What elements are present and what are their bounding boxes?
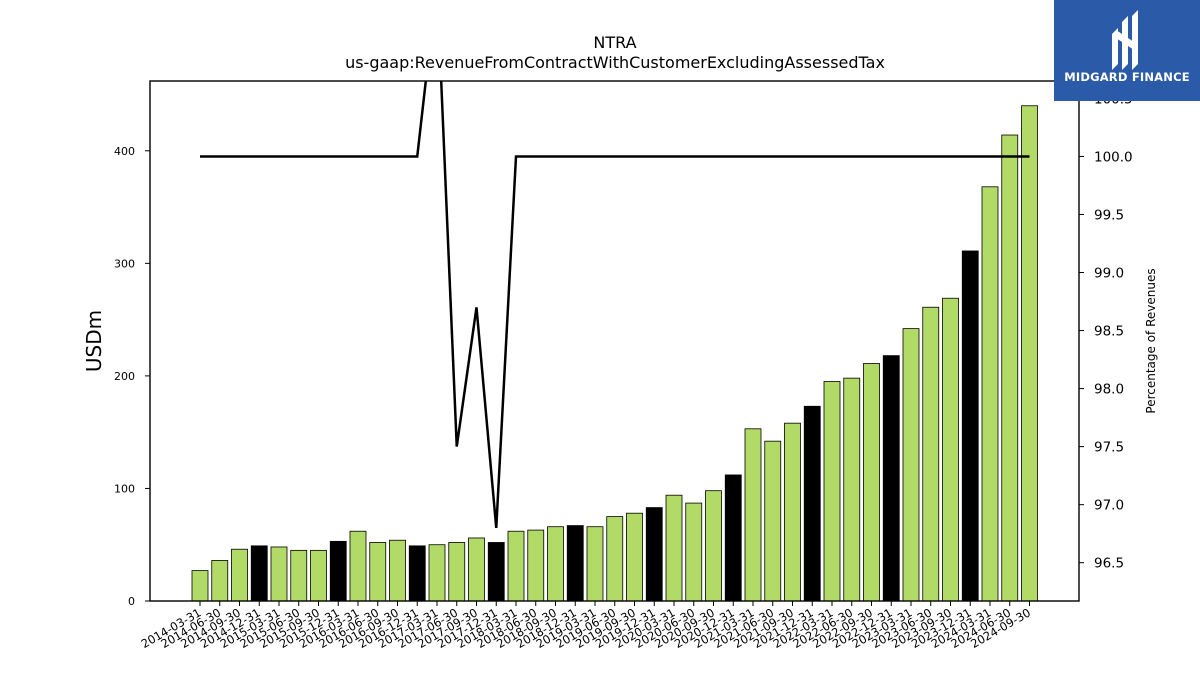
- bar-2021-09-30: [784, 422, 801, 602]
- bar-2018-09-30: [547, 526, 564, 602]
- bar-2020-12-31: [724, 474, 742, 602]
- y-tick-label: 100: [114, 482, 135, 495]
- y2-tick-label: 99.5: [1094, 207, 1124, 223]
- chart-subtitle: us-gaap:RevenueFromContractWithCustomerE…: [345, 53, 885, 72]
- bar-2016-06-30: [369, 542, 387, 602]
- bar-2015-06-30: [290, 549, 308, 602]
- bar-2020-03-31: [665, 494, 683, 602]
- bar-2016-12-31: [408, 545, 426, 602]
- bar-2014-12-31: [250, 545, 268, 602]
- bar-2022-03-31: [823, 381, 841, 602]
- bar-2021-03-31: [744, 428, 762, 602]
- bar-2018-12-31: [566, 525, 584, 602]
- line-group: [200, 81, 1030, 528]
- bar-group: [191, 105, 1038, 602]
- y-tick-label: 300: [114, 257, 135, 270]
- bar-2020-09-30: [705, 490, 722, 602]
- bar-2017-09-30: [468, 537, 485, 602]
- bar-2015-12-31: [329, 540, 347, 602]
- bar-2022-09-30: [863, 363, 880, 602]
- y2-tick-label: 98.0: [1094, 382, 1124, 398]
- bar-2016-09-30: [389, 539, 406, 602]
- midgard-logo-icon: [1112, 10, 1138, 70]
- bar-2020-06-30: [685, 502, 703, 602]
- bar-2016-03-31: [349, 530, 367, 602]
- bar-2024-06-30: [1001, 134, 1019, 602]
- bar-2022-06-30: [843, 377, 861, 602]
- bar-2024-09-30: [1021, 105, 1038, 602]
- bar-2019-09-30: [626, 512, 643, 602]
- y2-tick-label: 99.0: [1094, 266, 1124, 282]
- y2-tick-label: 98.5: [1094, 324, 1124, 340]
- bar-2021-12-31: [803, 405, 821, 602]
- bar-2015-09-30: [310, 549, 327, 602]
- bar-2023-06-30: [922, 306, 940, 602]
- bar-2023-09-30: [942, 297, 959, 602]
- bar-2024-03-31: [981, 186, 999, 602]
- y2-axis-label: Percentage of Revenues: [1144, 268, 1158, 413]
- bar-2014-06-30: [211, 560, 229, 602]
- bar-2017-12-31: [487, 542, 505, 602]
- bar-2022-12-31: [882, 355, 900, 602]
- bar-2018-03-31: [507, 530, 525, 602]
- bar-2023-12-31: [961, 250, 979, 602]
- midgard-finance-logo: MIDGARD FINANCE: [1054, 0, 1200, 101]
- bar-2021-06-30: [764, 440, 782, 602]
- bar-2017-03-31: [428, 544, 446, 602]
- y-tick-label: 0: [128, 595, 135, 608]
- chart-title: NTRA: [593, 33, 636, 52]
- y-tick-label: 200: [114, 370, 135, 383]
- bar-2023-03-31: [902, 328, 920, 602]
- bar-2019-12-31: [645, 507, 663, 602]
- bar-2014-03-31: [191, 570, 209, 602]
- y-axis-label: USDm: [82, 310, 106, 372]
- y-tick-label: 400: [114, 145, 135, 158]
- bar-2015-03-31: [270, 546, 288, 602]
- logo-text: MIDGARD FINANCE: [1064, 70, 1190, 84]
- bar-2019-03-31: [586, 526, 604, 602]
- y2-tick-label: 97.5: [1094, 440, 1124, 456]
- percentage-line: [200, 81, 1030, 528]
- y2-tick-label: 97.0: [1094, 498, 1124, 514]
- bar-2017-06-30: [448, 542, 466, 602]
- y2-tick-label: 96.5: [1094, 556, 1124, 572]
- y2-tick-label: 100.0: [1094, 149, 1133, 165]
- bar-2019-06-30: [606, 516, 624, 602]
- bar-2014-09-30: [231, 548, 248, 602]
- y-axis-ticks: 0 100 200 300 400: [114, 145, 150, 608]
- bar-2018-06-30: [527, 529, 545, 602]
- x-axis-ticks: 2014-03-312014-06-302014-09-302014-12-31…: [139, 601, 1033, 651]
